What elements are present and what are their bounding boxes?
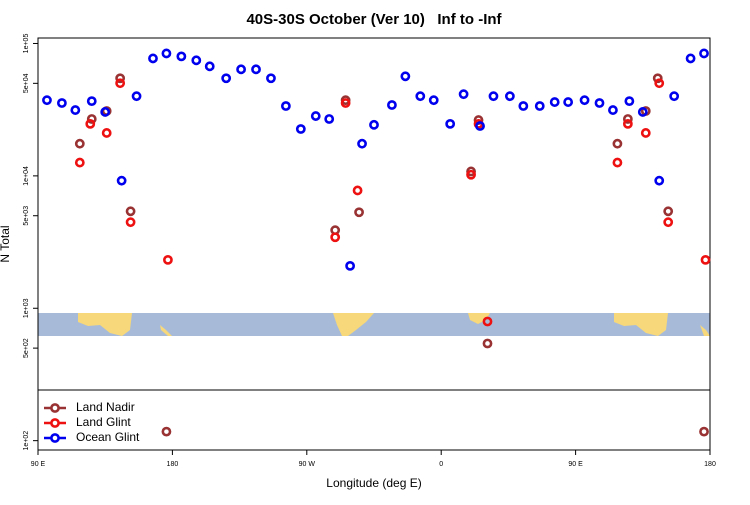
x-tick-label: 90 E [568,461,583,468]
y-tick-label: 1e+03 [23,298,30,318]
data-point [624,96,635,107]
data-point [622,118,633,129]
data-point [148,53,158,64]
data-point [387,100,397,110]
data-point [458,89,469,100]
data-point [622,114,633,124]
data-point [345,260,356,271]
data-point [86,96,97,107]
data-point [324,114,335,124]
data-point [563,97,574,107]
data-point [354,207,364,218]
y-tick-label: 1e+02 [23,431,30,451]
data-point [654,175,665,186]
data-point [654,78,665,89]
data-point [115,73,126,84]
data-point [85,118,96,129]
data-point [549,97,560,107]
data-point [488,91,499,102]
data-point [330,232,341,243]
data-point [266,73,276,84]
data-point [125,206,136,217]
x-tick-label: 90 W [299,461,316,468]
data-point [700,254,711,265]
data-point [352,185,363,196]
data-point [251,64,261,75]
data-point [534,101,545,111]
data-point [236,64,246,75]
legend-label: Land Glint [76,415,131,429]
legend-marker [50,418,60,428]
data-point [86,114,97,124]
legend-marker [50,433,60,443]
legend-marker [50,403,60,413]
data-point [74,138,85,149]
data-point [74,157,85,168]
data-point [640,128,651,138]
chart-title: 40S-30S October (Ver 10) Inf to -Inf [246,11,502,28]
data-point [400,71,411,82]
x-tick-label: 90 E [31,461,46,468]
data-point [504,91,515,102]
data-point [191,55,202,66]
data-point [608,105,618,115]
data-point [176,51,187,62]
data-point [699,48,709,59]
data-point [428,95,439,106]
data-point [663,206,674,217]
data-point [340,98,351,108]
data-point [594,98,605,108]
x-tick-label: 0 [439,461,443,468]
x-axis-label: Longitude (deg E) [326,476,421,490]
data-point [163,254,173,265]
y-tick-label: 5e+03 [23,206,30,226]
x-tick-label: 180 [704,461,716,468]
legend-label: Ocean Glint [76,430,140,444]
data-point [637,107,648,117]
data-point [280,101,291,111]
data-point [612,138,623,149]
data-point [475,121,485,131]
data-point [518,101,529,111]
data-point [579,95,590,106]
data-point [70,105,81,115]
data-point [42,95,52,106]
data-point [161,48,172,59]
data-point [685,53,696,64]
data-point [466,169,476,180]
y-tick-label: 5e+04 [23,73,30,93]
data-point [445,118,456,129]
data-point [482,316,493,327]
data-point [669,91,680,102]
data-point [131,91,142,102]
data-point [699,426,709,437]
data-point [652,73,663,84]
data-point [310,111,321,121]
y-tick-label: 1e+05 [23,34,30,54]
y-tick-label: 5e+02 [23,338,30,358]
data-point [415,91,426,102]
data-point [357,138,367,149]
x-tick-label: 180 [167,461,179,468]
data-point [612,157,623,168]
data-point [221,73,232,84]
legend-label: Land Nadir [76,400,135,414]
data-point [100,107,111,117]
data-point [125,217,136,228]
data-point [482,338,493,349]
data-point [369,119,379,130]
y-axis-label: N Total [0,225,12,262]
data-point [663,217,674,228]
data-point [204,61,215,72]
data-point [116,175,127,186]
data-point [115,78,126,89]
data-point [56,98,67,108]
data-point [295,124,306,134]
data-point [161,426,172,437]
data-point [101,128,112,138]
plot-frame [37,37,711,451]
map-strip [38,313,710,336]
y-tick-label: 1e+04 [23,166,30,186]
